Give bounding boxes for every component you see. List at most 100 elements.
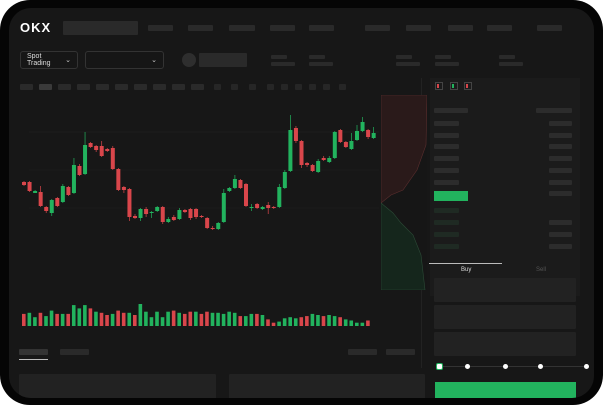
timeframe-button[interactable] [96, 84, 109, 90]
bid-amount [549, 232, 572, 237]
chart-tool-icon[interactable] [231, 84, 238, 90]
timeframe-button[interactable] [191, 84, 204, 90]
volume-bar [310, 313, 315, 326]
candle-body [127, 189, 132, 217]
slider-stop[interactable] [538, 364, 543, 369]
candle-body [282, 172, 287, 188]
orderbook-asks-icon[interactable] [464, 82, 472, 90]
depth-chart-svg [381, 95, 427, 290]
nav-item[interactable] [365, 25, 390, 31]
nav-item[interactable] [188, 25, 213, 31]
volume-bar [121, 312, 126, 326]
orderbook-both-icon[interactable] [435, 82, 443, 90]
timeframe-button[interactable] [172, 84, 185, 90]
chart-tool-icon[interactable] [323, 84, 330, 90]
depth-chart [381, 95, 427, 290]
candle-body [305, 163, 310, 165]
candle [55, 197, 60, 207]
volume-bar [216, 312, 220, 326]
nav-item[interactable] [448, 25, 473, 31]
candle [38, 186, 43, 207]
candle-body [277, 187, 282, 207]
timeframe-button[interactable] [115, 84, 128, 90]
candle-body [205, 218, 210, 228]
candle-body [55, 198, 60, 206]
ask-price [434, 144, 459, 149]
chart-tool-icon[interactable] [281, 84, 288, 90]
ask-amount [549, 144, 572, 149]
stat-label [396, 55, 412, 59]
nav-item[interactable] [148, 25, 173, 31]
volume-bar [210, 312, 215, 326]
search-placeholder[interactable] [63, 21, 138, 35]
timeframe-button[interactable] [134, 84, 147, 90]
candle [160, 206, 165, 224]
market-type-label: Spot Trading [27, 53, 51, 67]
candle-body [166, 219, 171, 222]
volume-bar [171, 310, 176, 326]
candle-body [232, 179, 237, 188]
leverage-slider[interactable] [439, 366, 587, 367]
market-type-dropdown[interactable]: Spot Trading ⌄ [20, 51, 78, 69]
tab-buy[interactable]: Buy [461, 267, 472, 273]
tab-order-history[interactable] [60, 349, 89, 355]
candle [188, 208, 193, 220]
filter-button[interactable] [348, 349, 377, 355]
orderbook-bids-icon[interactable] [450, 82, 458, 90]
bid-price [434, 244, 459, 249]
volume-bar [55, 313, 59, 326]
candle-body [33, 191, 38, 193]
tab-open-orders[interactable] [19, 349, 48, 355]
timeframe-button[interactable] [39, 84, 52, 90]
candle-body [266, 205, 271, 208]
candle [216, 222, 221, 230]
ask-amount [549, 121, 572, 126]
volume-bar [127, 312, 132, 326]
candle-body [316, 161, 321, 172]
slider-stop[interactable] [465, 364, 470, 369]
candlestick-chart[interactable] [9, 8, 594, 398]
candle-body [238, 180, 243, 188]
slider-stop[interactable] [584, 364, 589, 369]
candle [127, 188, 132, 221]
slider-stop[interactable] [503, 364, 508, 369]
pair-dropdown[interactable]: ⌄ [85, 51, 164, 69]
candle [249, 204, 254, 211]
timeframe-button[interactable] [77, 84, 90, 90]
chart-tool-icon[interactable] [339, 84, 346, 90]
amount-input[interactable] [434, 305, 576, 329]
slider-handle[interactable] [436, 363, 443, 370]
chart-tool-icon[interactable] [309, 84, 316, 90]
volume-bar [83, 305, 87, 326]
nav-item[interactable] [229, 25, 255, 31]
timeframe-button[interactable] [20, 84, 33, 90]
nav-item[interactable] [487, 25, 512, 31]
chart-tool-icon[interactable] [295, 84, 302, 90]
volume-bar [293, 318, 298, 326]
buy-submit-button[interactable] [435, 382, 576, 398]
chart-tool-icon[interactable] [214, 84, 221, 90]
chart-tool-icon[interactable] [267, 84, 274, 90]
price-input[interactable] [434, 278, 576, 302]
bid-amount [549, 220, 572, 225]
bid-price [434, 232, 459, 237]
timeframe-button[interactable] [58, 84, 71, 90]
candle [371, 127, 376, 139]
chart-tool-icon[interactable] [249, 84, 256, 90]
filter-button[interactable] [386, 349, 415, 355]
nav-item[interactable] [537, 25, 562, 31]
nav-item[interactable] [270, 25, 295, 31]
volume-bar [366, 320, 370, 326]
volume-bar [99, 312, 104, 326]
candle-body [221, 193, 226, 222]
candle-body [27, 182, 32, 191]
tab-sell[interactable]: Sell [536, 267, 547, 273]
timeframe-button[interactable] [153, 84, 166, 90]
total-input[interactable] [434, 332, 576, 356]
candle [149, 211, 154, 218]
candle [277, 184, 282, 208]
nav-item[interactable] [309, 25, 334, 31]
candle [332, 131, 337, 159]
volume-bar [149, 317, 154, 326]
nav-item[interactable] [406, 25, 431, 31]
